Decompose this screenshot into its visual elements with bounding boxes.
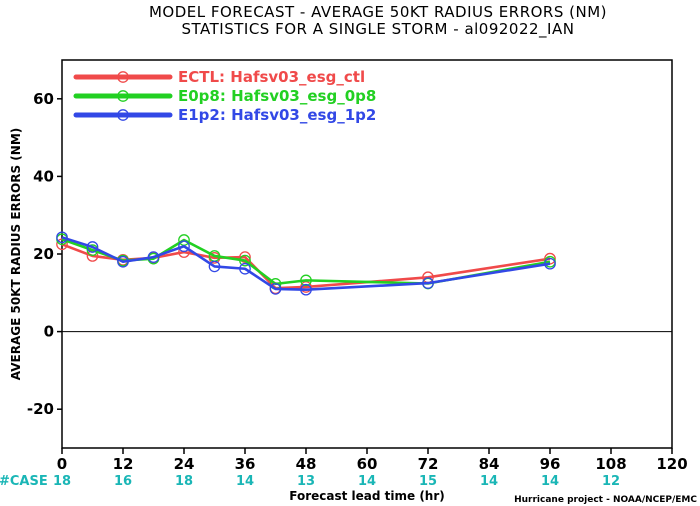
x-tick-label: 84 — [479, 455, 500, 473]
data-point — [300, 283, 312, 296]
y-axis-label: AVERAGE 50KT RADIUS ERRORS (NM) — [9, 128, 23, 380]
series-line — [61, 238, 551, 286]
y-tick-label: 40 — [33, 167, 54, 185]
credit-text: Hurricane project - NOAA/NCEP/EMC — [514, 495, 697, 505]
x-tick-label: 72 — [418, 455, 439, 473]
x-tick-label: 12 — [113, 455, 134, 473]
x-tick-label: 60 — [357, 455, 378, 473]
case-count: 13 — [297, 474, 315, 489]
x-tick-label: 36 — [235, 455, 256, 473]
y-tick-label: 20 — [33, 245, 54, 263]
series-line — [61, 236, 551, 291]
x-axis-ticks: 0 12 24 36 48 60 72 84 96 108 120 — [57, 448, 688, 473]
x-tick-label: 24 — [174, 455, 195, 473]
data-point — [56, 231, 68, 244]
case-count: 18 — [175, 474, 193, 489]
data-point — [239, 251, 251, 263]
case-count: 14 — [480, 474, 498, 489]
legend-label: E0p8: Hafsv03_esg_0p8 — [178, 87, 376, 105]
data-point — [300, 281, 312, 293]
data-point — [117, 255, 129, 268]
series-line — [61, 243, 551, 290]
chart-subtitle: STATISTICS FOR A SINGLE STORM - al092022… — [182, 20, 575, 39]
data-point — [300, 274, 312, 287]
legend-marker — [117, 109, 129, 121]
data-point — [269, 283, 282, 295]
x-tick-label: 108 — [595, 455, 626, 473]
case-count: 18 — [53, 474, 71, 489]
data-point — [86, 241, 99, 253]
y-tick-label: -20 — [27, 400, 54, 418]
data-point — [239, 262, 251, 275]
y-axis-ticks: -20 0 20 40 60 — [27, 90, 62, 418]
data-point — [544, 257, 556, 270]
x-tick-label: 48 — [296, 455, 317, 473]
y-tick-label: 60 — [33, 90, 54, 108]
legend-label: E1p2: Hafsv03_esg_1p2 — [178, 106, 376, 124]
case-count: 15 — [419, 474, 437, 489]
case-count: 14 — [358, 474, 376, 489]
data-point — [422, 277, 434, 289]
case-count: 14 — [541, 474, 559, 489]
x-tick-label: 120 — [656, 455, 687, 473]
case-count: 16 — [114, 474, 132, 489]
data-point — [56, 238, 68, 251]
y-tick-label: 0 — [44, 323, 54, 341]
case-label: #CASE — [0, 474, 48, 489]
series-group — [56, 231, 556, 296]
data-point — [147, 251, 160, 263]
case-count: 12 — [602, 474, 620, 489]
legend-marker — [117, 71, 129, 83]
legend-marker — [117, 90, 129, 102]
legend-label: ECTL: Hafsv03_esg_ctl — [178, 68, 365, 86]
case-count: 14 — [236, 474, 254, 489]
x-tick-label: 96 — [540, 455, 561, 473]
x-tick-label: 0 — [57, 455, 67, 473]
series-layer — [56, 231, 556, 296]
chart-title: MODEL FORECAST - AVERAGE 50KT RADIUS ERR… — [149, 3, 607, 21]
data-point — [178, 240, 190, 253]
data-point — [239, 254, 251, 267]
data-point — [208, 260, 221, 273]
x-axis-label: Forecast lead time (hr) — [289, 489, 445, 503]
case-count-row: #CASE 18 16 18 14 13 14 15 14 14 12 — [0, 474, 620, 489]
